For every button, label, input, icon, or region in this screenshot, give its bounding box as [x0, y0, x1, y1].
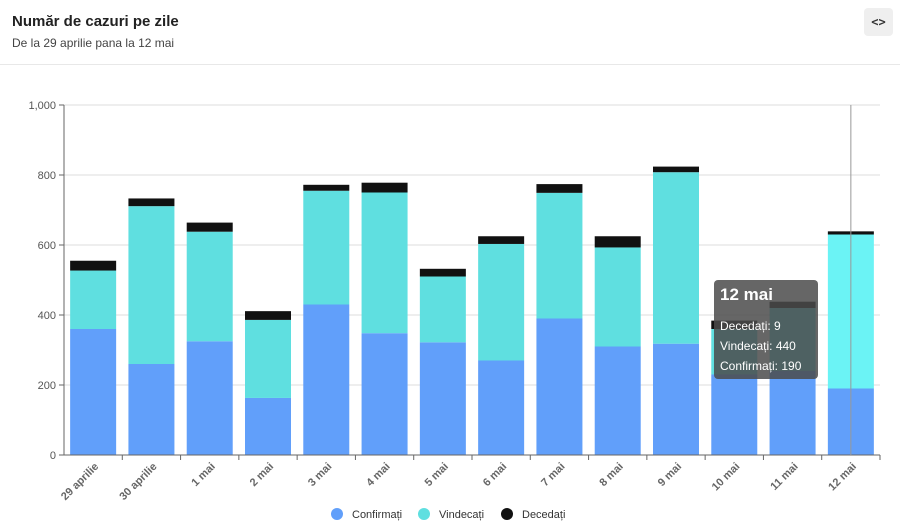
bar-segment-vindecati[interactable] — [361, 192, 408, 334]
bar-segment-vindecati[interactable] — [245, 319, 291, 398]
x-tick-label: 2 mai — [248, 461, 276, 489]
bar-segment-decedati[interactable] — [245, 311, 291, 320]
bar-segment-decedati[interactable] — [128, 198, 175, 207]
legend-item-confirmati[interactable]: Confirmați — [352, 509, 402, 521]
bar-segment-confirmati[interactable] — [70, 329, 117, 455]
bar-segment-vindecati[interactable] — [128, 206, 175, 364]
y-tick-label: 600 — [38, 240, 56, 252]
bar-segment-decedati[interactable] — [653, 166, 699, 173]
bar-segment-vindecati[interactable] — [70, 270, 117, 329]
bar-segment-decedati[interactable] — [536, 184, 583, 193]
x-tick-label: 29 aprilie — [59, 461, 101, 503]
chart-title: Număr de cazuri pe zile — [12, 13, 179, 30]
bar-segment-decedati[interactable] — [594, 236, 641, 248]
chart-subtitle: De la 29 aprilie pana la 12 mai — [12, 36, 175, 50]
legend-item-decedati-marker[interactable] — [501, 508, 513, 520]
x-tick-label: 10 mai — [710, 461, 743, 494]
bar-segment-decedati[interactable] — [70, 260, 117, 271]
x-tick-label: 9 mai — [656, 461, 684, 489]
bar-segment-vindecati[interactable] — [478, 243, 525, 361]
y-tick-label: 0 — [50, 450, 56, 462]
x-tick-label: 3 mai — [306, 461, 334, 489]
legend-item-vindecati-marker[interactable] — [418, 508, 430, 520]
tooltip-box — [714, 280, 818, 379]
x-tick-label: 8 mai — [597, 461, 625, 489]
tooltip-line: Confirmați: 190 — [720, 359, 802, 373]
bar-segment-confirmati[interactable] — [361, 333, 408, 455]
x-tick-label: 7 mai — [539, 461, 567, 489]
bar-segment-decedati[interactable] — [419, 268, 466, 277]
legend-item-vindecati[interactable]: Vindecați — [439, 509, 484, 521]
bar-segment-confirmati[interactable] — [186, 341, 233, 455]
bar-segment-decedati[interactable] — [361, 182, 408, 193]
bar-segment-vindecati[interactable] — [419, 276, 466, 343]
x-tick-label: 11 mai — [768, 461, 800, 493]
code-icon[interactable]: <> — [864, 8, 893, 36]
legend-item-confirmati-marker[interactable] — [331, 508, 343, 520]
bar-segment-vindecati[interactable] — [186, 231, 233, 342]
bar-segment-confirmati[interactable] — [245, 397, 291, 455]
stacked-bar-chart: 0 200 400 600 800 1,000 29 aprilie 30 aprilie 1 … — [28, 100, 881, 521]
y-tick-label: 200 — [38, 380, 56, 392]
tooltip-line: Vindecați: 440 — [720, 339, 796, 353]
bar-segment-vindecati[interactable] — [594, 247, 641, 347]
y-tick-label: 800 — [38, 170, 56, 182]
x-tick-label: 6 mai — [481, 461, 509, 489]
x-tick-label: 5 mai — [423, 461, 451, 489]
bar-segment-confirmati[interactable] — [478, 360, 525, 456]
bar-segment-confirmati[interactable] — [769, 371, 816, 455]
x-tick-label: 30 aprilie — [117, 461, 159, 503]
legend-item-decedati[interactable]: Decedați — [522, 509, 565, 521]
chart-header: Număr de cazuri pe zile De la 29 aprilie… — [0, 0, 900, 65]
y-tick-label: 400 — [38, 310, 56, 322]
y-tick-label: 1,000 — [28, 100, 56, 112]
bar-segment-decedati[interactable] — [478, 236, 525, 244]
bar-segment-vindecati[interactable] — [653, 172, 699, 344]
bar-segment-confirmati[interactable] — [653, 343, 699, 455]
bar-segment-confirmati[interactable] — [303, 304, 350, 456]
x-tick-label: 4 mai — [364, 461, 392, 489]
bar-segment-confirmati[interactable] — [536, 318, 583, 456]
bar-segment-decedati[interactable] — [186, 222, 233, 232]
tooltip-title: 12 mai — [720, 285, 773, 304]
x-tick-label: 1 mai — [189, 461, 217, 489]
bar-segment-confirmati[interactable] — [419, 342, 466, 455]
bar-segment-confirmati[interactable] — [128, 364, 175, 455]
bar-segment-decedati[interactable] — [303, 184, 350, 191]
bar-segment-confirmati[interactable] — [711, 374, 758, 456]
bar-segment-confirmati[interactable] — [594, 346, 641, 456]
bar-segment-vindecati[interactable] — [303, 190, 350, 305]
x-tick-label: 12 mai — [826, 461, 859, 494]
tooltip-line: Decedați: 9 — [720, 319, 781, 333]
bar-segment-vindecati[interactable] — [536, 192, 583, 319]
